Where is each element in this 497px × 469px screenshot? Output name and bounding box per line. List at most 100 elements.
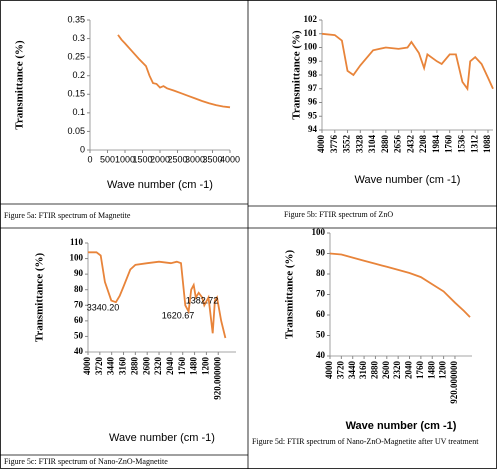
- y-tick-label: 0.15: [67, 89, 85, 99]
- x-tick-label: 1312: [469, 135, 479, 154]
- x-tick-label: 2656: [393, 135, 403, 154]
- y-tick-label: 101: [304, 28, 318, 38]
- x-tick-label: 0: [87, 154, 92, 164]
- y-tick-label: 50: [74, 330, 84, 340]
- x-tick-label: 1200: [438, 361, 448, 380]
- x-tick-label: 1500: [132, 154, 152, 164]
- y-tick-label: 0.35: [67, 14, 85, 24]
- x-tick-label: 2880: [380, 135, 390, 154]
- y-tick-label: 80: [74, 284, 84, 294]
- caption: Figure 5b: FTIR spectrum of ZnO: [284, 210, 393, 219]
- caption-box: Figure 5d: FTIR spectrum of Nano-ZnO-Mag…: [252, 437, 479, 446]
- x-axis-label: Wave number (cm -1): [109, 432, 215, 444]
- x-tick-label: 1760: [444, 135, 454, 154]
- annotation: 1620.67: [162, 310, 195, 320]
- x-tick-label: 3720: [335, 361, 345, 380]
- x-tick-label: 2500: [167, 154, 187, 164]
- x-tick-label: 2320: [392, 361, 402, 380]
- y-tick-label: 0.05: [67, 126, 85, 136]
- y-tick-label: 0.25: [67, 52, 85, 62]
- caption: Figure 5a: FTIR spectrum of Magnetite: [4, 211, 131, 220]
- y-axis-label: Transmittance (%): [284, 250, 296, 340]
- x-tick-label: 3440: [347, 361, 357, 380]
- x-axis-label: Wave number (cm -1): [346, 420, 457, 432]
- y-tick-label: 95: [308, 110, 318, 120]
- y-axis-label: Transmittance (%): [291, 30, 303, 120]
- y-tick-label: 99: [308, 55, 318, 65]
- y-tick-label: 97: [308, 83, 318, 93]
- x-tick-label: 3720: [94, 357, 104, 376]
- x-tick-label: 1760: [177, 357, 187, 376]
- x-tick-label: 1200: [200, 357, 210, 376]
- caption: Figure 5d: FTIR spectrum of Nano-ZnO-Mag…: [252, 437, 479, 446]
- y-tick-label: 0.3: [72, 33, 85, 43]
- spectrum-line: [329, 252, 471, 318]
- x-tick-label: 1088: [482, 135, 492, 154]
- x-tick-label: 2320: [153, 357, 163, 376]
- x-tick-label: 2208: [418, 135, 428, 154]
- y-tick-label: 100: [304, 42, 318, 52]
- caption: Figure 5c: FTIR spectrum of Nano-ZnO-Mag…: [4, 457, 168, 466]
- x-tick-label: 3160: [358, 361, 368, 380]
- x-tick-label: 4000: [82, 357, 92, 376]
- x-tick-label: 3776: [329, 135, 339, 154]
- x-tick-label: 3552: [342, 135, 352, 154]
- x-tick-label: 500: [100, 154, 115, 164]
- x-tick-label: 3000: [185, 154, 205, 164]
- x-tick-label: 2040: [404, 361, 414, 380]
- x-tick-label: 1536: [457, 135, 467, 154]
- y-tick-label: 90: [316, 248, 326, 258]
- y-tick-label: 40: [316, 350, 326, 360]
- x-tick-label: 4000: [220, 154, 240, 164]
- spectrum-line: [117, 34, 231, 109]
- x-axis-label: Wave number (cm -1): [107, 179, 213, 191]
- x-tick-label: 3104: [367, 135, 377, 154]
- x-tick-label: 3500: [202, 154, 222, 164]
- x-tick-label: 2600: [381, 361, 391, 380]
- x-tick-label: 2600: [141, 357, 151, 376]
- y-tick-label: 60: [74, 315, 84, 325]
- y-axis-label: Transmittance (%): [34, 253, 46, 343]
- y-tick-label: 94: [308, 124, 318, 134]
- x-tick-label: 1480: [189, 357, 199, 376]
- y-tick-label: 60: [316, 309, 326, 319]
- x-tick-label: 920.000000: [212, 357, 222, 400]
- y-axis-label: Transmittance (%): [14, 40, 26, 130]
- y-tick-label: 70: [74, 299, 84, 309]
- x-tick-label: 1000: [115, 154, 135, 164]
- y-tick-label: 0.2: [72, 70, 85, 80]
- x-tick-label: 2880: [129, 357, 139, 376]
- annotation: 1382.72: [186, 295, 219, 305]
- x-tick-label: 3440: [106, 357, 116, 376]
- y-tick-label: 0.1: [72, 107, 85, 117]
- x-tick-label: 3160: [118, 357, 128, 376]
- y-tick-label: 70: [316, 289, 326, 299]
- y-tick-label: 98: [308, 69, 318, 79]
- x-tick-label: 1760: [415, 361, 425, 380]
- x-tick-label: 4000: [324, 361, 334, 380]
- y-tick-label: 100: [312, 227, 326, 237]
- x-tick-label: 1480: [426, 361, 436, 380]
- x-tick-label: 3328: [354, 135, 364, 154]
- y-tick-label: 50: [316, 330, 326, 340]
- x-tick-label: 2432: [405, 135, 415, 154]
- y-tick-label: 0: [80, 144, 85, 154]
- y-tick-label: 80: [316, 268, 326, 278]
- y-tick-label: 40: [74, 346, 84, 356]
- x-tick-label: 2880: [370, 361, 380, 380]
- x-tick-label: 1984: [431, 135, 441, 154]
- x-tick-label: 2000: [150, 154, 170, 164]
- annotation: 3340.20: [87, 302, 120, 312]
- x-tick-label: 2040: [165, 357, 175, 376]
- x-tick-label: 4000: [316, 135, 326, 154]
- x-axis-label: Wave number (cm -1): [355, 174, 461, 186]
- y-tick-label: 110: [70, 237, 84, 247]
- y-tick-label: 100: [70, 253, 84, 263]
- y-tick-label: 96: [308, 97, 318, 107]
- spectrum-line: [321, 32, 494, 92]
- x-tick-label: 920.000000: [449, 361, 459, 404]
- y-tick-label: 90: [74, 268, 84, 278]
- y-tick-label: 102: [304, 14, 318, 24]
- spectrum-line: [88, 251, 227, 339]
